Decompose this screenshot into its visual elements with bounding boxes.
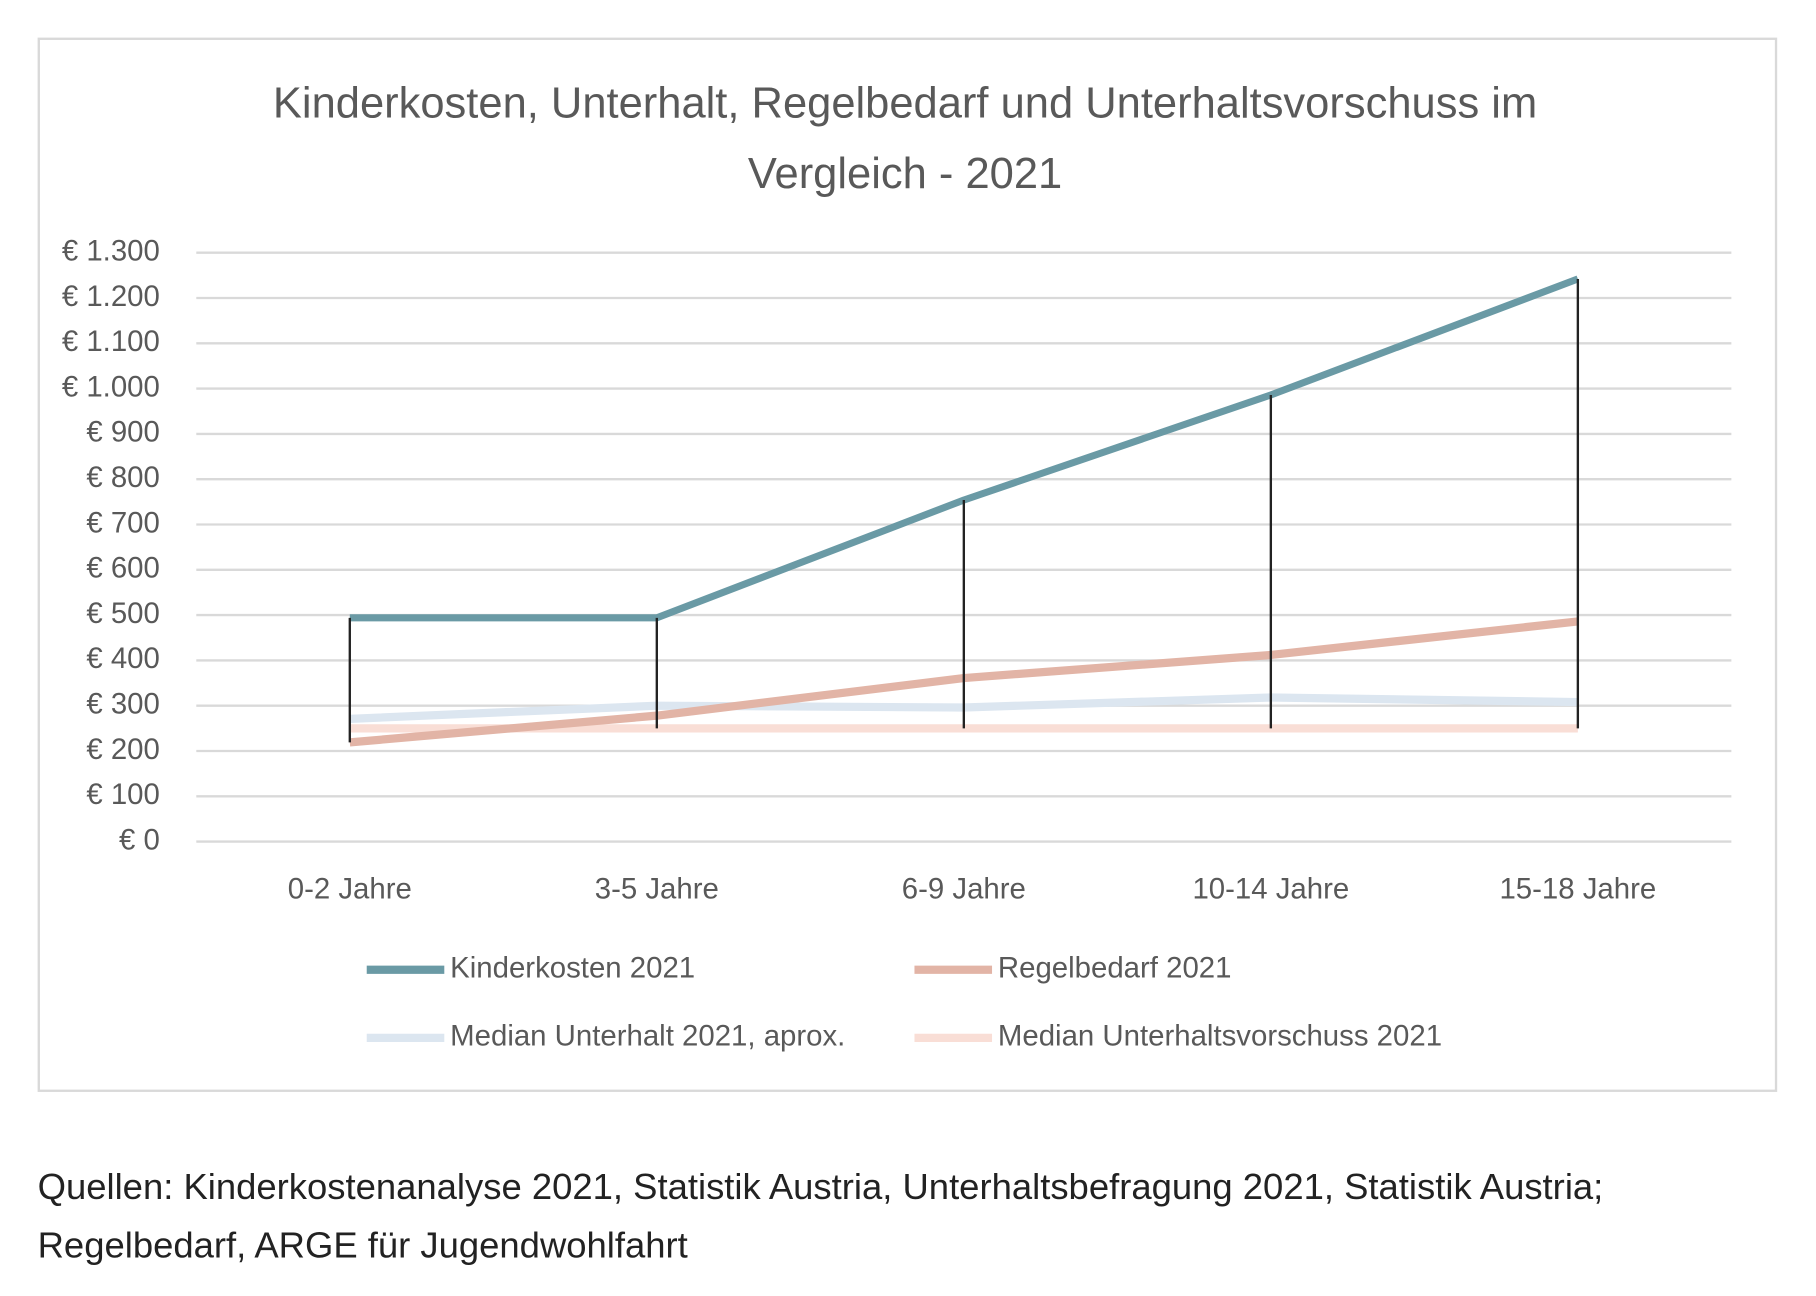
legend-label: Regelbedarf 2021 [998,951,1232,984]
y-tick-label: € 800 [86,461,160,494]
y-tick-label: € 700 [86,506,160,539]
y-tick-label: € 900 [86,416,160,449]
x-tick-label: 6-9 Jahre [902,873,1026,906]
y-tick-label: € 1.000 [62,370,160,403]
x-tick-label: 3-5 Jahre [595,873,719,906]
y-tick-label: € 1.300 [62,234,160,267]
y-tick-label: € 400 [86,642,160,675]
y-tick-label: € 200 [86,733,160,766]
x-tick-label: 0-2 Jahre [288,873,412,906]
y-tick-label: € 300 [86,687,160,720]
x-tick-label: 10-14 Jahre [1192,873,1349,906]
y-tick-label: € 500 [86,597,160,630]
chart-frame [37,37,1778,1092]
legend-label: Kinderkosten 2021 [450,951,695,984]
y-tick-label: € 1.100 [62,325,160,358]
y-tick-label: € 600 [86,552,160,585]
legend-label: Median Unterhaltsvorschuss 2021 [998,1020,1442,1053]
y-tick-label: € 1.200 [62,280,160,313]
y-tick-label: € 0 [119,823,160,856]
x-tick-label: 15-18 Jahre [1499,873,1656,906]
chart-title: Kinderkosten, Unterhalt, Regelbedarf und… [272,78,1538,198]
y-tick-label: € 100 [86,778,160,811]
legend-label: Median Unterhalt 2021, aprox. [450,1020,845,1053]
source-note: Quellen: Kinderkostenanalyse 2021, Stati… [37,1165,1604,1266]
